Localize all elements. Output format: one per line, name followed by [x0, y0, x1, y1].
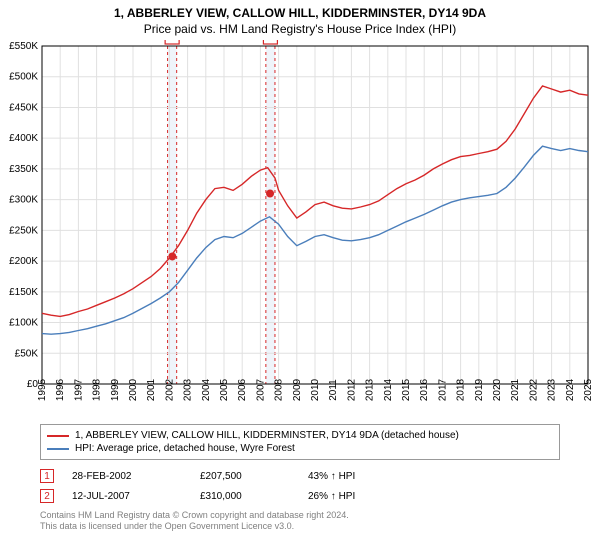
svg-text:1998: 1998: [92, 378, 103, 401]
svg-text:2018: 2018: [456, 378, 467, 401]
svg-text:£250K: £250K: [9, 225, 38, 236]
legend-label: HPI: Average price, detached house, Wyre…: [75, 443, 295, 454]
svg-text:£300K: £300K: [9, 195, 38, 206]
svg-text:2: 2: [268, 40, 274, 43]
svg-text:2019: 2019: [474, 378, 485, 401]
legend: 1, ABBERLEY VIEW, CALLOW HILL, KIDDERMIN…: [40, 424, 560, 460]
chart-title-address: 1, ABBERLEY VIEW, CALLOW HILL, KIDDERMIN…: [0, 0, 600, 20]
svg-text:£150K: £150K: [9, 287, 38, 298]
svg-text:2017: 2017: [437, 378, 448, 401]
transaction-marker-number: 2: [44, 491, 50, 502]
legend-item: 1, ABBERLEY VIEW, CALLOW HILL, KIDDERMIN…: [47, 429, 553, 442]
svg-text:£550K: £550K: [9, 41, 38, 52]
transaction-price: £207,500: [200, 471, 290, 482]
svg-text:2014: 2014: [383, 378, 394, 401]
svg-text:£450K: £450K: [9, 102, 38, 113]
transaction-marker-icon: 1: [40, 469, 54, 483]
svg-text:£200K: £200K: [9, 256, 38, 267]
svg-text:1: 1: [169, 40, 175, 43]
svg-text:2013: 2013: [365, 378, 376, 401]
svg-text:2021: 2021: [510, 378, 521, 401]
svg-text:2020: 2020: [492, 378, 503, 401]
svg-text:2012: 2012: [346, 378, 357, 401]
legend-swatch: [47, 435, 69, 437]
svg-text:2004: 2004: [201, 378, 212, 401]
svg-text:2023: 2023: [547, 378, 558, 401]
svg-text:2003: 2003: [183, 378, 194, 401]
footer-line: Contains HM Land Registry data © Crown c…: [40, 510, 560, 521]
svg-text:1996: 1996: [55, 378, 66, 401]
svg-text:1997: 1997: [73, 378, 84, 401]
svg-text:2015: 2015: [401, 378, 412, 401]
svg-text:2009: 2009: [292, 378, 303, 401]
line-chart-svg: £0£50K£100K£150K£200K£250K£300K£350K£400…: [0, 40, 600, 420]
footer-attribution: Contains HM Land Registry data © Crown c…: [40, 510, 560, 533]
transaction-marker-number: 1: [44, 471, 50, 482]
svg-text:2024: 2024: [565, 378, 576, 401]
svg-text:2011: 2011: [328, 379, 339, 401]
svg-text:2016: 2016: [419, 378, 430, 401]
chart-title-subtitle: Price paid vs. HM Land Registry's House …: [0, 20, 600, 40]
table-row: 1 28-FEB-2002 £207,500 43% ↑ HPI: [40, 466, 560, 486]
svg-text:2022: 2022: [528, 378, 539, 401]
svg-text:£400K: £400K: [9, 133, 38, 144]
transaction-relative: 43% ↑ HPI: [308, 471, 408, 482]
table-row: 2 12-JUL-2007 £310,000 26% ↑ HPI: [40, 486, 560, 506]
svg-text:2005: 2005: [219, 378, 230, 401]
svg-text:£100K: £100K: [9, 318, 38, 329]
plot-area: £0£50K£100K£150K£200K£250K£300K£350K£400…: [0, 40, 600, 420]
svg-text:2002: 2002: [164, 378, 175, 401]
svg-text:2010: 2010: [310, 378, 321, 401]
svg-text:£50K: £50K: [15, 348, 39, 359]
transaction-marker-icon: 2: [40, 489, 54, 503]
svg-text:2007: 2007: [255, 378, 266, 401]
chart-container: 1, ABBERLEY VIEW, CALLOW HILL, KIDDERMIN…: [0, 0, 600, 560]
svg-text:2001: 2001: [146, 378, 157, 401]
svg-text:2006: 2006: [237, 378, 248, 401]
legend-item: HPI: Average price, detached house, Wyre…: [47, 442, 553, 455]
legend-swatch: [47, 448, 69, 450]
footer-line: This data is licensed under the Open Gov…: [40, 521, 560, 532]
svg-text:£500K: £500K: [9, 72, 38, 83]
svg-text:2008: 2008: [274, 378, 285, 401]
transaction-date: 28-FEB-2002: [72, 471, 182, 482]
svg-text:2000: 2000: [128, 378, 139, 401]
transaction-price: £310,000: [200, 491, 290, 502]
transaction-table: 1 28-FEB-2002 £207,500 43% ↑ HPI 2 12-JU…: [40, 466, 560, 506]
legend-label: 1, ABBERLEY VIEW, CALLOW HILL, KIDDERMIN…: [75, 430, 459, 441]
transaction-relative: 26% ↑ HPI: [308, 491, 408, 502]
svg-text:£350K: £350K: [9, 164, 38, 175]
svg-text:1999: 1999: [110, 378, 121, 401]
transaction-date: 12-JUL-2007: [72, 491, 182, 502]
